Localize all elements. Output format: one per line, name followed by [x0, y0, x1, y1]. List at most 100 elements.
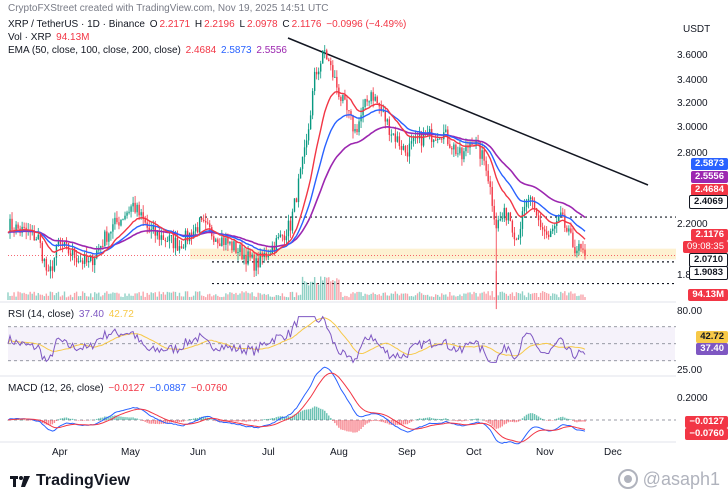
macd-histogram-bar	[422, 418, 425, 420]
change-value: −0.0996 (−4.49%)	[326, 19, 407, 30]
volume-bar	[406, 293, 409, 300]
macd-histogram-bar	[402, 420, 405, 425]
macd-histogram-bar	[87, 420, 90, 421]
volume-bar	[529, 294, 532, 300]
macd-histogram-bar	[221, 420, 223, 422]
volume-bar	[404, 293, 407, 300]
price-tick: 2.2000	[677, 219, 708, 230]
candle-body	[287, 220, 290, 237]
macd-histogram-bar	[471, 419, 473, 420]
candle-body	[198, 217, 201, 233]
candle-body	[299, 168, 302, 179]
volume-bar	[556, 294, 558, 300]
candle-body	[356, 129, 358, 133]
ema-legend[interactable]: EMA (50, close, 100, close, 200, close) …	[8, 44, 289, 57]
volume-bar	[461, 296, 463, 300]
rsi-tag: 37.40	[696, 343, 728, 355]
macd-histogram-bar	[69, 418, 72, 420]
macd-histogram-bar	[568, 418, 570, 420]
rsi-ma-line	[7, 317, 586, 357]
macd-histogram-bar	[406, 420, 409, 425]
volume-bar	[370, 293, 372, 300]
volume-bar	[247, 292, 249, 300]
rsi-label: RSI (14, close)	[8, 309, 75, 320]
macd-legend[interactable]: MACD (12, 26, close) −0.0127 −0.0887 −0.…	[8, 382, 229, 395]
tradingview-logo[interactable]: TradingView	[10, 472, 130, 490]
volume-bar	[124, 293, 126, 300]
candle-body	[529, 197, 532, 200]
candle-body	[481, 150, 483, 159]
candle-body	[328, 59, 330, 62]
macd-histogram-bar	[174, 420, 177, 422]
candle-body	[164, 239, 167, 242]
candle-body	[53, 257, 56, 271]
macd-histogram-bar	[507, 420, 510, 423]
candle-body	[251, 254, 253, 258]
support1-tag: 2.0710	[688, 253, 728, 267]
candle-body	[493, 205, 495, 220]
price-tick: 3.2000	[677, 98, 708, 109]
volume-bar	[287, 297, 290, 300]
candle-body	[126, 212, 128, 216]
resistance-tag: 2.4069	[688, 195, 728, 209]
macd-histogram-bar	[513, 420, 516, 423]
rsi-value: 37.40	[78, 309, 104, 320]
candle-body	[277, 237, 280, 239]
macd-histogram-bar	[493, 420, 495, 428]
candle-body	[9, 218, 11, 233]
volume-bar	[396, 293, 399, 300]
ema100-tag: 2.5873	[690, 158, 728, 170]
macd-histogram-bar	[305, 409, 308, 420]
macd-histogram-bar	[539, 417, 542, 420]
macd-histogram-bar	[132, 417, 134, 420]
candle-body	[441, 138, 443, 140]
volume-bar	[447, 296, 449, 300]
candle-body	[94, 258, 96, 266]
candle-body	[459, 147, 461, 154]
candle-body	[511, 220, 514, 233]
candle-body	[465, 145, 467, 152]
volume-bar	[142, 291, 144, 300]
macd-histogram-bar	[255, 420, 257, 422]
volume-bar	[338, 279, 340, 300]
macd-histogram-bar	[432, 418, 435, 420]
volume-bar	[313, 277, 316, 300]
candle-body	[390, 134, 393, 136]
volume-bar	[174, 291, 177, 300]
volume-bar	[261, 294, 263, 300]
volume-bar	[356, 291, 358, 300]
high-value: 2.2196	[204, 19, 235, 30]
macd-histogram-bar	[455, 420, 457, 422]
macd-histogram-bar	[342, 420, 344, 430]
volume-bar	[307, 285, 310, 300]
macd-histogram-bar	[374, 420, 376, 421]
volume-bar	[182, 296, 185, 300]
candle-body	[307, 129, 310, 141]
volume-bar	[110, 293, 112, 300]
volume-bar	[372, 292, 374, 300]
volume-bar	[451, 295, 453, 300]
volume-tag: 94.13M	[688, 289, 728, 301]
candle-body	[539, 220, 542, 228]
macd-histogram-bar	[398, 420, 401, 425]
macd-histogram-bar	[356, 420, 358, 433]
macd-histogram-bar	[535, 415, 538, 420]
candle-body	[237, 252, 239, 254]
macd-histogram-bar	[519, 420, 522, 421]
candle-body	[578, 243, 580, 251]
volume-bar	[562, 293, 564, 300]
rsi-ma-tag: 42.72	[696, 331, 728, 343]
volume-bar	[98, 292, 100, 300]
volume-legend[interactable]: Vol · XRP 94.13M	[8, 31, 92, 44]
macd-histogram-bar	[122, 416, 124, 420]
volume-bar	[558, 297, 560, 300]
volume-bar	[146, 292, 148, 300]
candle-body	[392, 133, 395, 135]
macd-histogram-bar	[515, 420, 518, 423]
candle-body	[285, 236, 288, 241]
candle-body	[71, 248, 74, 256]
volume-bar	[285, 296, 288, 300]
macd-histogram-bar	[465, 420, 467, 421]
rsi-legend[interactable]: RSI (14, close) 37.40 42.72	[8, 308, 136, 321]
